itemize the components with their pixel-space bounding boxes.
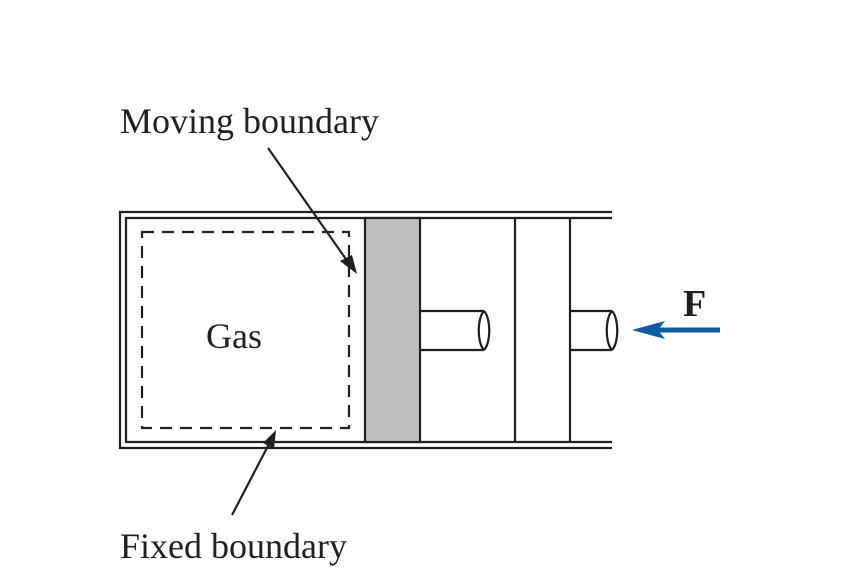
fixed-boundary-label: Fixed boundary [120,526,347,566]
outer-rod [570,309,619,352]
control-volume-boundary [140,230,351,430]
moving-boundary-arrow [267,147,357,274]
piston [363,216,422,444]
gas-label: Gas [206,316,262,356]
fixed-boundary-arrow [231,430,276,516]
moving-boundary-label: Moving boundary [120,101,379,141]
outer-plate [513,218,572,442]
force-label: F [683,283,706,325]
piston-rod [420,309,491,352]
force-arrow [632,321,720,339]
